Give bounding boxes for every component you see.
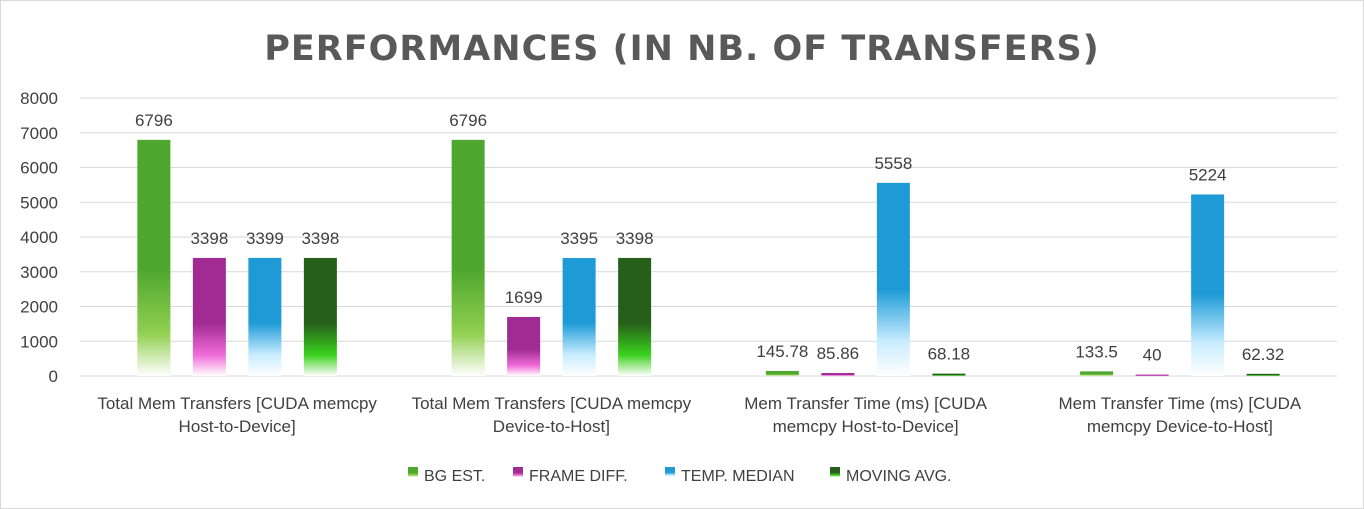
data-label: 5224 (1189, 165, 1227, 184)
y-tick-label: 0 (49, 367, 58, 386)
x-category-label: Mem Transfer Time (ms) [CUDA memcpy Host-… (744, 394, 987, 436)
legend-label: MOVING AVG. (846, 468, 952, 485)
bar-frame-diff (821, 373, 855, 376)
data-label: 6796 (135, 111, 173, 130)
bar-temp-median (562, 258, 596, 376)
y-tick-label: 1000 (20, 332, 58, 351)
legend: BG EST. FRAME DIFF. TEMP. MEDIAN MOVING AVG… (408, 467, 952, 485)
data-label: 3399 (246, 229, 284, 248)
legend-label: BG EST. (424, 468, 485, 485)
data-label: 133.5 (1075, 342, 1118, 361)
data-label: 40 (1143, 346, 1162, 365)
bar-bg-est (137, 139, 171, 376)
bar-moving-avg (1246, 373, 1280, 376)
bar-bg-est (1080, 371, 1114, 376)
data-label: 3395 (560, 229, 598, 248)
bar-temp-median (876, 182, 910, 376)
bars (137, 139, 1280, 376)
data-label: 3398 (616, 229, 654, 248)
data-label: 145.78 (756, 342, 808, 361)
legend-label: FRAME DIFF. (529, 468, 628, 485)
y-axis: 0 1000 2000 3000 4000 5000 6000 7000 8000 (20, 89, 58, 386)
x-category-label: Total Mem Transfers [CUDA memcpy Host-to-… (97, 394, 377, 436)
data-label: 1699 (505, 288, 543, 307)
y-tick-label: 2000 (20, 298, 58, 317)
legend-swatch (408, 467, 418, 477)
data-label: 85.86 (817, 344, 860, 363)
x-axis: Total Mem Transfers [CUDA memcpy Host-to-… (97, 394, 1302, 436)
bar-frame-diff (192, 257, 226, 376)
legend-label: TEMP. MEDIAN (681, 468, 795, 485)
y-tick-label: 7000 (20, 124, 58, 143)
y-tick-label: 6000 (20, 159, 58, 178)
bar-bg-est (765, 370, 799, 376)
y-tick-label: 4000 (20, 228, 58, 247)
x-category-label: Mem Transfer Time (ms) [CUDA memcpy Devic… (1059, 394, 1302, 436)
bar-moving-avg (932, 373, 966, 376)
data-labels: 6796 3398 3399 3398 6796 1699 3395 3398 145.78 85… (135, 111, 1284, 365)
data-label: 62.32 (1242, 345, 1285, 364)
bar-frame-diff (1135, 374, 1169, 376)
bar-bg-est (451, 139, 485, 376)
data-label: 5558 (874, 154, 912, 173)
legend-swatch (513, 467, 523, 477)
data-label: 3398 (301, 229, 339, 248)
y-tick-label: 5000 (20, 193, 58, 212)
x-category-label: Total Mem Transfers [CUDA memcpy Device-t… (412, 394, 692, 436)
bar-moving-avg (303, 257, 337, 376)
legend-swatch (665, 467, 675, 477)
chart-title: PERFORMANCES (IN NB. OF TRANSFERS) (264, 29, 1100, 69)
data-label: 3398 (190, 229, 228, 248)
y-tick-label: 8000 (20, 89, 58, 108)
y-tick-label: 3000 (20, 263, 58, 282)
bar-frame-diff (507, 316, 541, 376)
data-label: 6796 (449, 111, 487, 130)
gridlines (80, 97, 1337, 377)
data-label: 68.18 (928, 345, 971, 364)
legend-swatch (830, 467, 840, 477)
bar-moving-avg (618, 257, 652, 376)
bar-temp-median (248, 257, 282, 376)
bar-temp-median (1191, 194, 1225, 376)
